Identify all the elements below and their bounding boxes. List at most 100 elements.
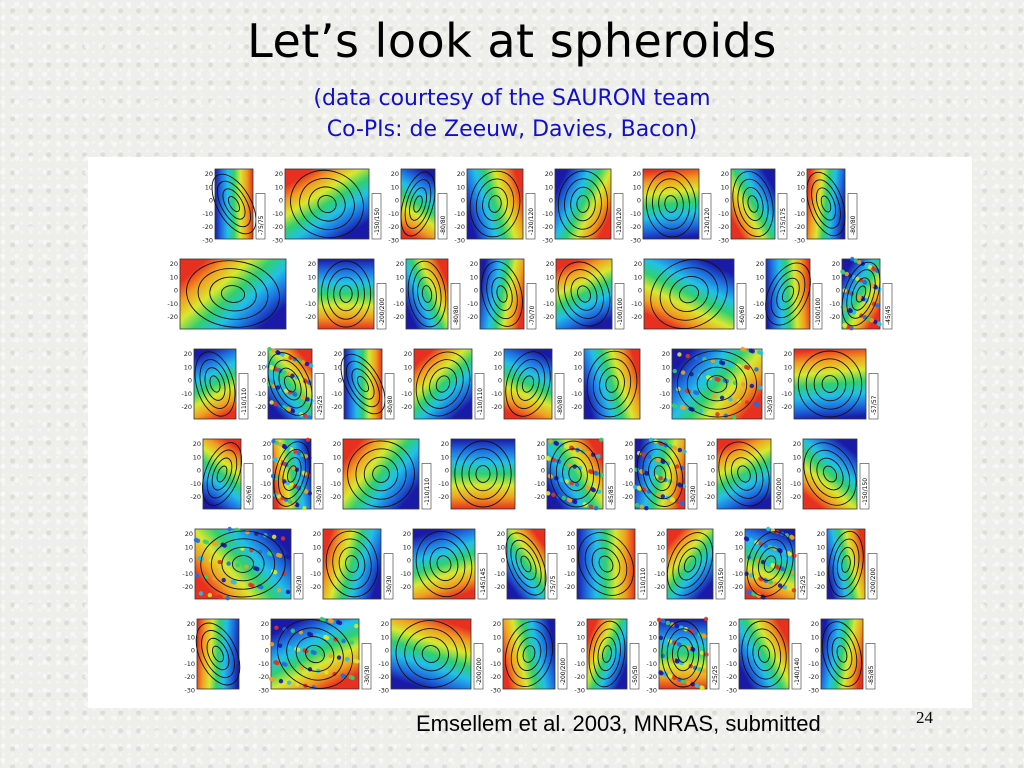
axis-tick-label: 10 xyxy=(333,453,341,461)
isophote-contour xyxy=(522,645,536,663)
axis-tick-label: -10 xyxy=(732,570,743,578)
axis-tick-label: 10 xyxy=(441,453,449,461)
voronoi-bin xyxy=(599,437,604,442)
axis-tick-label: 0 xyxy=(638,287,642,295)
axis-tick-label: 10 xyxy=(493,633,501,641)
axis-tick-label: -10 xyxy=(202,210,213,218)
velocity-scale-label: -25/25 xyxy=(712,665,719,685)
isophote-contour xyxy=(650,258,728,330)
velocity-map-panel: 20 10 0 -10 -20 -145/145 xyxy=(400,528,488,600)
voronoi-bin xyxy=(680,370,686,375)
voronoi-bin xyxy=(278,477,284,483)
axis-tick-label: 0 xyxy=(550,287,554,295)
velocity-map-panel: 20 10 0 -10 -20 -200/200 xyxy=(305,258,387,330)
voronoi-bin xyxy=(295,502,300,508)
axis-tick-label: 10 xyxy=(817,543,825,551)
isophote-contour xyxy=(586,350,638,418)
velocity-scale-label: -85/85 xyxy=(608,485,615,505)
velocity-map-panel: 20 10 0 -10 -20 -30 -75/75 xyxy=(202,168,266,245)
voronoi-bin xyxy=(277,643,283,648)
axis-tick-label: 20 xyxy=(634,260,642,268)
velocity-scale-label: -25/25 xyxy=(317,395,324,415)
voronoi-bin xyxy=(213,541,218,547)
isophote-contour xyxy=(724,449,764,499)
velocity-map-panel: 20 10 0 -10 -20 -200/200 xyxy=(704,438,784,510)
voronoi-bin xyxy=(697,667,702,672)
voronoi-bin xyxy=(546,456,551,461)
isophote-contour xyxy=(758,547,782,581)
voronoi-bin xyxy=(286,407,292,412)
voronoi-bin xyxy=(682,449,687,454)
voronoi-bin xyxy=(703,616,709,622)
isophote-contour xyxy=(422,359,464,409)
isophote-contour xyxy=(339,285,353,303)
voronoi-bin xyxy=(277,553,283,558)
axis-tick-label: 10 xyxy=(185,543,193,551)
axis-tick-label: -20 xyxy=(310,583,321,591)
velocity-scale-label: -85/85 xyxy=(868,665,875,685)
isophote-contour xyxy=(454,440,512,508)
axis-tick-label: -10 xyxy=(781,390,792,398)
isophote-contour xyxy=(678,547,702,581)
voronoi-bin xyxy=(232,580,237,585)
axis-tick-label: -10 xyxy=(726,660,737,668)
axis-tick-label: 10 xyxy=(797,183,805,191)
isophote-contour xyxy=(510,539,542,589)
axis-tick-label: 10 xyxy=(707,453,715,461)
axis-tick-label: -20 xyxy=(494,583,505,591)
axis-tick-label: -30 xyxy=(808,687,819,695)
velocity-map-panel: 20 10 0 -10 -20 -45/45 xyxy=(829,256,893,331)
isophote-contour xyxy=(831,637,853,671)
axis-tick-label: 10 xyxy=(457,183,465,191)
voronoi-bin xyxy=(198,591,204,596)
isophote-contour xyxy=(706,375,728,393)
isophote-contour xyxy=(277,448,307,500)
voronoi-bin xyxy=(680,501,685,506)
axis-tick-label: 20 xyxy=(258,350,266,358)
velocity-scale-label: -80/80 xyxy=(387,395,394,415)
isophote-contour xyxy=(231,555,255,573)
voronoi-bin xyxy=(329,619,334,624)
voronoi-bin xyxy=(572,464,577,469)
axis-tick-label: -20 xyxy=(753,313,764,321)
voronoi-bin xyxy=(775,565,781,570)
isophote-contour xyxy=(504,621,554,687)
axis-tick-label: 10 xyxy=(308,273,316,281)
velocity-map-panel: 20 10 0 -10 -20 -30 -30/30 xyxy=(258,616,372,695)
velocity-scale-label: -120/120 xyxy=(616,208,623,235)
voronoi-bin xyxy=(269,641,275,647)
voronoi-bin xyxy=(703,392,708,397)
axis-tick-label: 0 xyxy=(788,377,792,385)
voronoi-bin xyxy=(857,259,862,265)
voronoi-bin xyxy=(660,653,666,659)
voronoi-bin xyxy=(632,484,638,490)
axis-tick-label: 0 xyxy=(760,287,764,295)
voronoi-bin xyxy=(284,353,289,359)
colorbar-box xyxy=(526,283,537,330)
axis-tick-label: 0 xyxy=(337,467,341,475)
axis-tick-label: -10 xyxy=(184,660,195,668)
isophote-contour xyxy=(718,441,770,507)
velocity-field xyxy=(765,258,811,330)
axis-tick-label: 10 xyxy=(334,363,342,371)
velocity-map-panel: 20 10 0 -10 -20 -200/200 xyxy=(814,528,878,600)
voronoi-bin xyxy=(341,638,346,644)
isophote-contour xyxy=(488,195,502,213)
voronoi-bin xyxy=(565,444,570,450)
isophote-contour xyxy=(832,538,860,590)
velocity-map-panel: 20 10 0 -10 -20 -30 -200/200 xyxy=(378,618,484,695)
isophote-contour xyxy=(797,350,863,418)
axis-tick-label: 10 xyxy=(649,633,657,641)
colorbar-box xyxy=(791,643,802,690)
isophote-contour xyxy=(816,457,844,491)
isophote-contour xyxy=(821,621,863,687)
axis-tick-label: 0 xyxy=(801,197,805,205)
velocity-scale-label: -30/30 xyxy=(364,665,371,685)
voronoi-bin xyxy=(292,357,297,362)
axis-tick-label: -20 xyxy=(491,403,502,411)
isophote-contour xyxy=(741,620,787,688)
voronoi-bin xyxy=(716,377,721,382)
velocity-field xyxy=(342,438,420,510)
isophote-contour xyxy=(661,620,705,688)
axis-tick-label: 0 xyxy=(174,287,178,295)
